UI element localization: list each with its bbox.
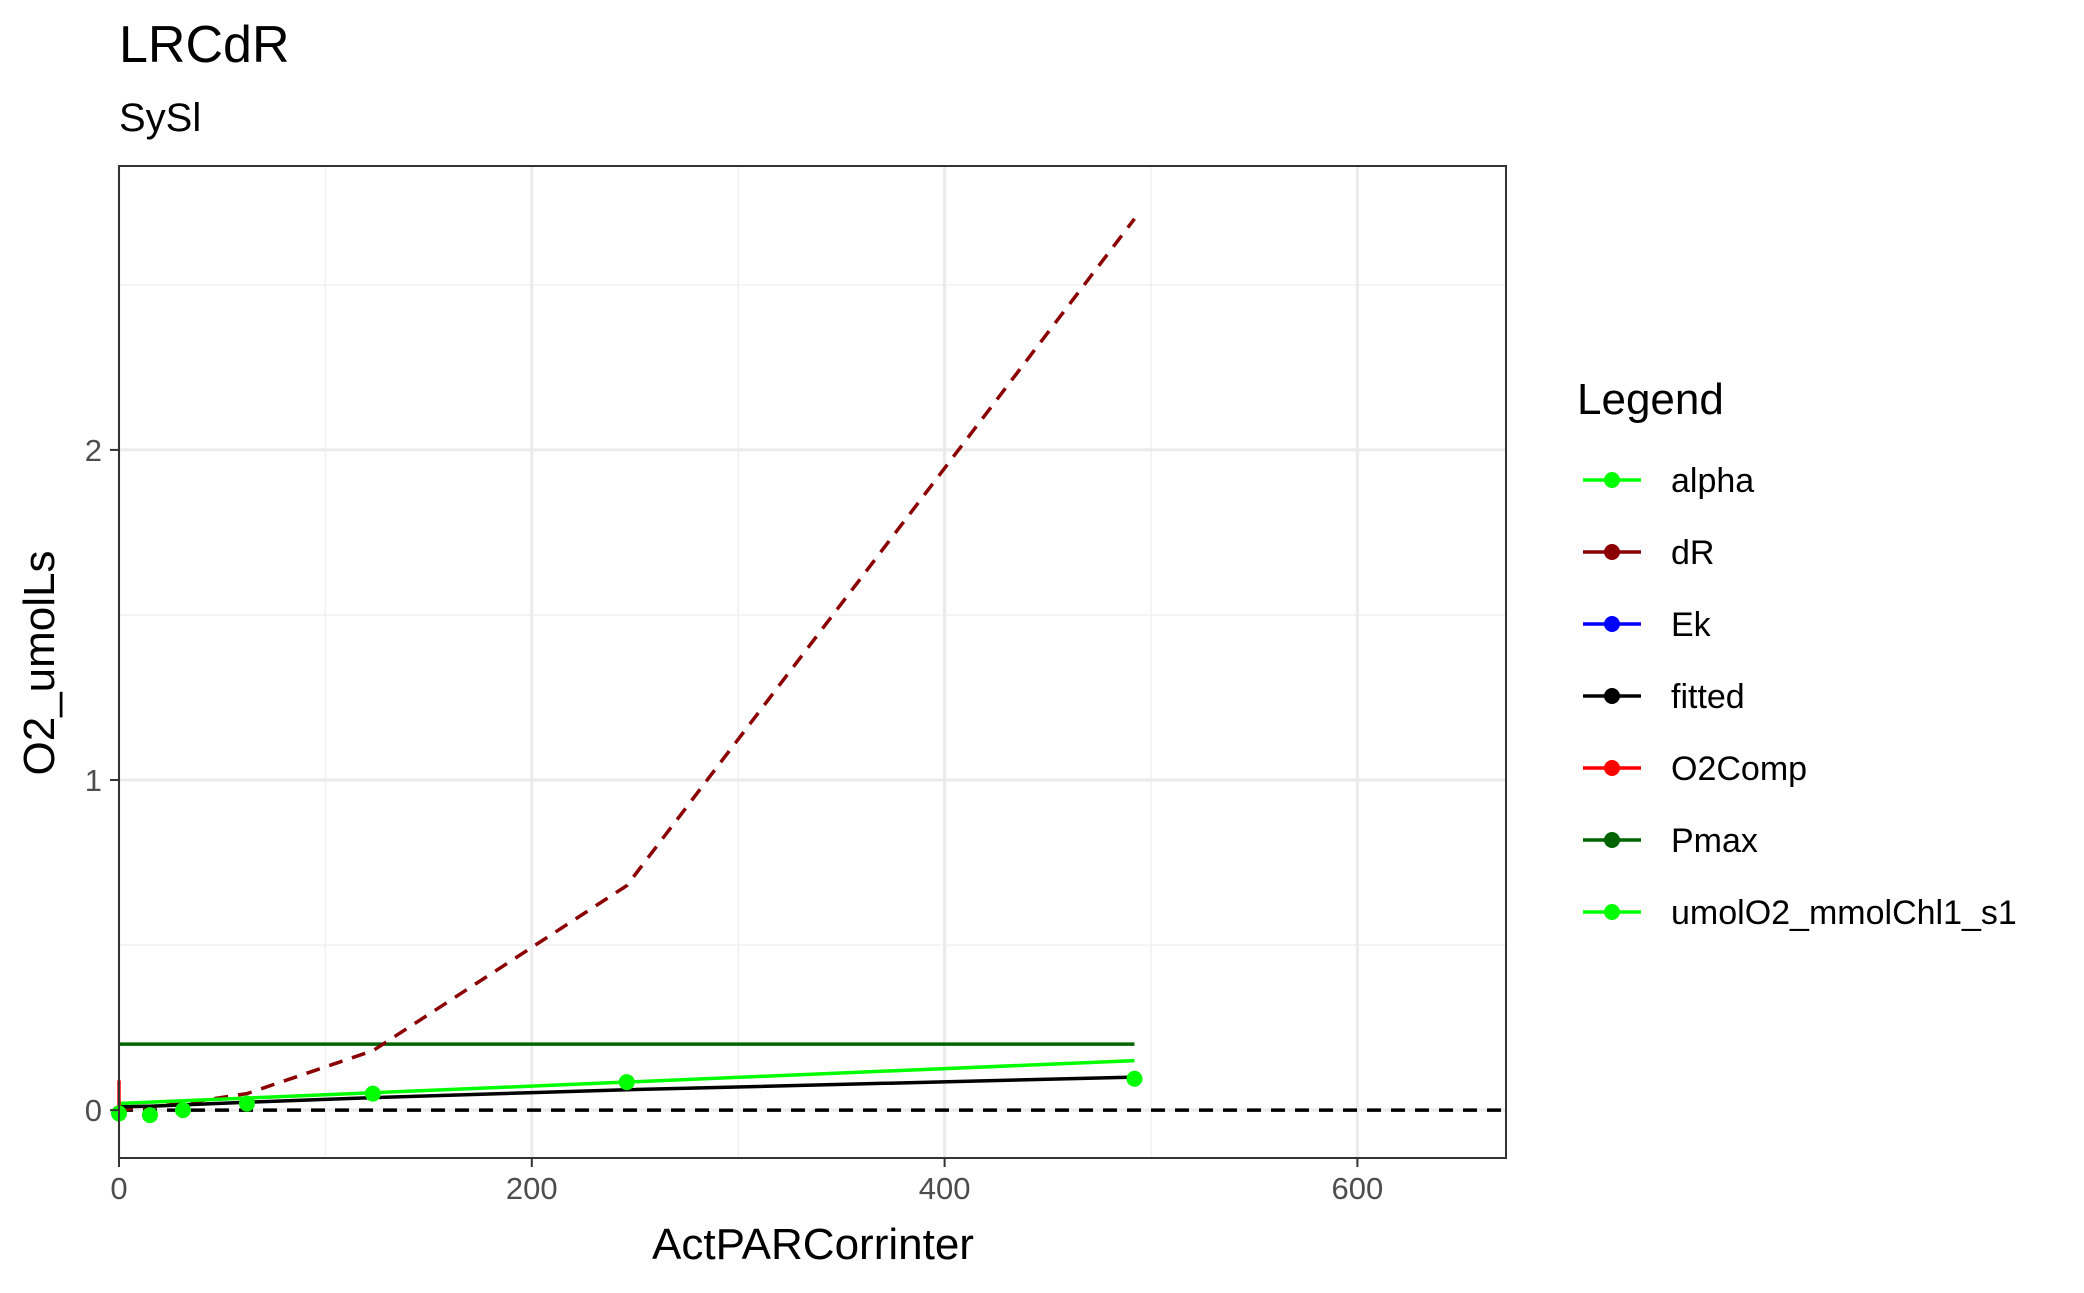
legend-label-umolo2-mmolchl1-s1: umolO2_mmolChl1_s1: [1671, 894, 2017, 932]
legend-items: alpha dR Ek fitted O2Comp Pmax umolO2_mmolChl1…: [1583, 462, 2017, 932]
series-line-dr: [118, 217, 1136, 1112]
legend-key-point-alpha: [1604, 472, 1620, 488]
y-tick-label: 0: [85, 1093, 102, 1128]
legend-key-point-pmax: [1604, 832, 1620, 848]
legend-key-point-ek: [1604, 616, 1620, 632]
x-tick-label: 400: [919, 1171, 971, 1206]
chart-subtitle: SySl: [119, 96, 201, 140]
data-point-umolo2-mmolchl1-s1: [364, 1085, 381, 1102]
data-layer: [111, 217, 1506, 1124]
legend-label-pmax: Pmax: [1671, 822, 1758, 860]
legend-key-point-umolo2-mmolchl1-s1: [1604, 904, 1620, 920]
legend-label-ek: Ek: [1671, 606, 1712, 644]
legend-title: Legend: [1577, 375, 1724, 424]
x-axis-title: ActPARCorrinter: [652, 1220, 974, 1269]
axis-layer: 0 200 400 600 0 1 2: [85, 433, 1384, 1206]
y-axis-title: O2_umolLs: [15, 550, 64, 775]
data-point-umolo2-mmolchl1-s1: [174, 1102, 191, 1119]
legend: Legend alpha dR Ek fitted O2Comp Pmax umolO2_m…: [1577, 375, 2017, 932]
y-tick-label: 1: [85, 763, 102, 798]
legend-key-point-o2comp: [1604, 760, 1620, 776]
data-point-umolo2-mmolchl1-s1: [238, 1095, 255, 1112]
legend-label-o2comp: O2Comp: [1671, 750, 1807, 788]
x-tick-label: 200: [506, 1171, 558, 1206]
x-tick-label: 0: [110, 1171, 127, 1206]
legend-key-point-fitted: [1604, 688, 1620, 704]
legend-key-point-dr: [1604, 544, 1620, 560]
y-tick-label: 2: [85, 433, 102, 468]
x-tick-label: 600: [1332, 1171, 1384, 1206]
legend-label-fitted: fitted: [1671, 678, 1745, 716]
grid-layer: [117, 166, 1506, 1158]
panel-border: [118, 165, 1507, 1159]
chart-title: LRCdR: [119, 16, 290, 74]
data-point-umolo2-mmolchl1-s1: [141, 1107, 158, 1124]
legend-label-dr: dR: [1671, 534, 1714, 572]
data-point-umolo2-mmolchl1-s1: [1126, 1070, 1143, 1087]
data-point-umolo2-mmolchl1-s1: [618, 1074, 635, 1091]
legend-label-alpha: alpha: [1671, 462, 1754, 500]
